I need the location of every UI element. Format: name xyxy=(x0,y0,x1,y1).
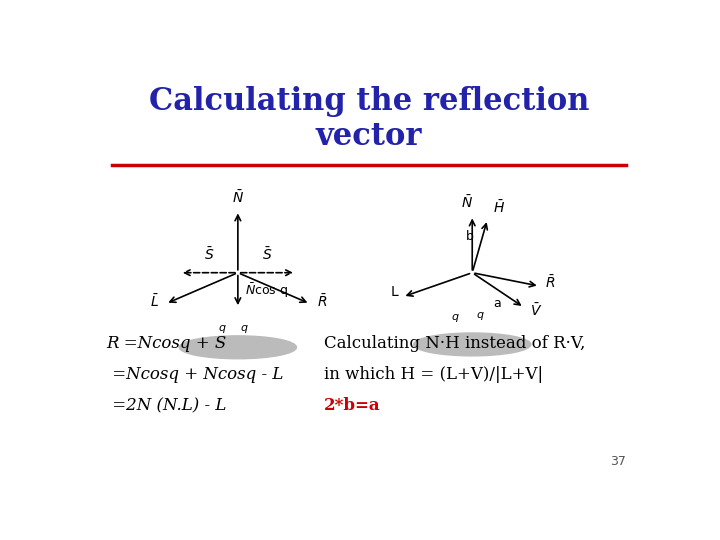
Text: Calculating the reflection
vector: Calculating the reflection vector xyxy=(149,85,589,152)
Text: 37: 37 xyxy=(610,455,626,468)
Text: $\bar{S}$: $\bar{S}$ xyxy=(204,246,214,263)
Text: $\bar{R}$: $\bar{R}$ xyxy=(545,274,556,291)
Text: L: L xyxy=(390,285,398,299)
Ellipse shape xyxy=(179,336,297,359)
Text: $\bar{H}$: $\bar{H}$ xyxy=(493,199,505,216)
Text: Calculating N·H instead of R·V,: Calculating N·H instead of R·V, xyxy=(324,335,586,352)
Text: =Ncosq + Ncosq - L: =Ncosq + Ncosq - L xyxy=(107,366,283,383)
Text: =2N (N.L) - L: =2N (N.L) - L xyxy=(107,397,226,414)
Text: a: a xyxy=(493,298,501,310)
Text: $\bar{S}$: $\bar{S}$ xyxy=(261,246,272,263)
Text: q: q xyxy=(240,323,248,333)
Text: $\bar{N}$: $\bar{N}$ xyxy=(232,188,244,206)
Text: $\bar{N}$cos q: $\bar{N}$cos q xyxy=(245,281,288,300)
Text: $\bar{R}$: $\bar{R}$ xyxy=(317,293,327,310)
Text: b: b xyxy=(466,230,474,243)
Text: in which H = (L+V)/|L+V|: in which H = (L+V)/|L+V| xyxy=(324,366,544,383)
Ellipse shape xyxy=(414,333,531,356)
Text: q: q xyxy=(477,310,484,320)
Text: R =Ncosq + S: R =Ncosq + S xyxy=(107,335,227,352)
Text: $\bar{N}$: $\bar{N}$ xyxy=(461,194,472,211)
Text: q: q xyxy=(218,323,225,333)
Text: q: q xyxy=(451,312,459,322)
Text: 2*b=a: 2*b=a xyxy=(324,397,381,414)
Text: $\bar{V}$: $\bar{V}$ xyxy=(530,302,542,319)
Text: $\bar{L}$: $\bar{L}$ xyxy=(150,293,159,310)
